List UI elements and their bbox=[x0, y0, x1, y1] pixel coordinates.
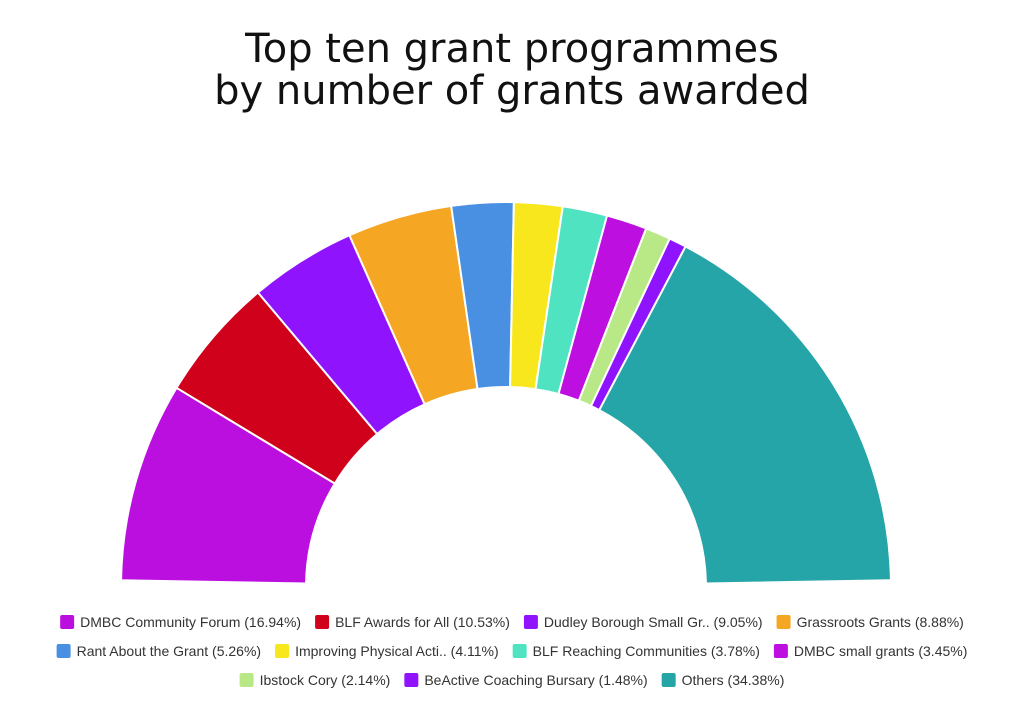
legend-item-0[interactable]: DMBC Community Forum (16.94%) bbox=[60, 614, 301, 630]
slice-10[interactable] bbox=[597, 245, 892, 585]
legend-label-1: BLF Awards for All (10.53%) bbox=[335, 614, 510, 630]
chart-title-line-1: Top ten grant programmes bbox=[244, 26, 779, 72]
legend-label-4: Rant About the Grant (5.26%) bbox=[77, 643, 261, 659]
legend-item-1[interactable]: BLF Awards for All (10.53%) bbox=[315, 614, 510, 630]
legend-label-2: Dudley Borough Small Gr.. (9.05%) bbox=[544, 614, 763, 630]
legend-swatch-4 bbox=[56, 644, 71, 658]
legend-item-7[interactable]: DMBC small grants (3.45%) bbox=[773, 643, 968, 659]
legend-label-9: BeActive Coaching Bursary (1.48%) bbox=[424, 672, 647, 688]
legend-label-5: Improving Physical Acti.. (4.11%) bbox=[295, 643, 499, 659]
legend-item-8[interactable]: Ibstock Cory (2.14%) bbox=[239, 672, 391, 688]
legend-swatch-5 bbox=[275, 644, 290, 658]
legend-item-4[interactable]: Rant About the Grant (5.26%) bbox=[56, 643, 261, 659]
legend-swatch-1 bbox=[315, 615, 330, 629]
legend-item-9[interactable]: BeActive Coaching Bursary (1.48%) bbox=[404, 672, 648, 688]
legend-label-7: DMBC small grants (3.45%) bbox=[794, 643, 968, 659]
legend-swatch-7 bbox=[773, 644, 788, 658]
legend-swatch-6 bbox=[512, 644, 527, 658]
legend-item-10[interactable]: Others (34.38%) bbox=[661, 672, 785, 688]
legend-label-6: BLF Reaching Communities (3.78%) bbox=[533, 643, 760, 659]
legend-swatch-8 bbox=[239, 673, 254, 687]
legend-label-3: Grassroots Grants (8.88%) bbox=[797, 614, 964, 630]
legend-label-8: Ibstock Cory (2.14%) bbox=[260, 672, 391, 688]
chart-title-line-2: by number of grants awarded bbox=[214, 68, 810, 114]
legend-item-5[interactable]: Improving Physical Acti.. (4.11%) bbox=[275, 643, 499, 659]
legend-label-0: DMBC Community Forum (16.94%) bbox=[80, 614, 301, 630]
legend: DMBC Community Forum (16.94%) BLF Awards … bbox=[56, 614, 968, 688]
legend-swatch-10 bbox=[661, 673, 676, 687]
legend-swatch-9 bbox=[404, 673, 419, 687]
legend-item-2[interactable]: Dudley Borough Small Gr.. (9.05%) bbox=[523, 614, 763, 630]
slices bbox=[120, 201, 892, 585]
legend-label-10: Others (34.38%) bbox=[682, 672, 785, 688]
legend-item-3[interactable]: Grassroots Grants (8.88%) bbox=[776, 614, 964, 630]
legend-item-6[interactable]: BLF Reaching Communities (3.78%) bbox=[512, 643, 760, 659]
legend-swatch-2 bbox=[523, 615, 538, 629]
legend-swatch-0 bbox=[60, 615, 75, 629]
legend-swatch-3 bbox=[776, 615, 791, 629]
